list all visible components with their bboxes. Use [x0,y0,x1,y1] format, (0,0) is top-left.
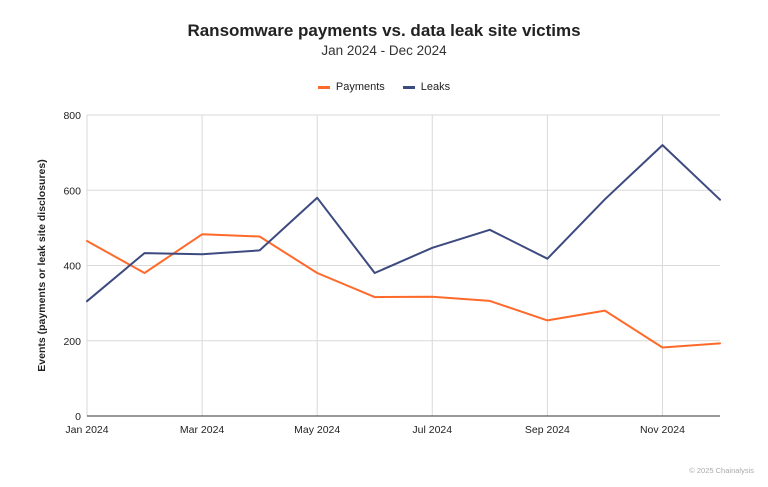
chart-title: Ransomware payments vs. data leak site v… [187,21,581,40]
y-tick-label: 800 [63,110,81,122]
series-line-payments[interactable] [86,233,721,349]
chart-legend: Payments Leaks [0,81,768,93]
y-tick-label: 400 [63,261,81,273]
x-tick-label: May 2024 [294,424,340,436]
y-tick-label: 600 [63,185,81,197]
series-line-leaks[interactable] [86,144,721,303]
grid-lines [86,114,720,416]
legend-swatch-payments [317,85,330,89]
x-tick-label: Mar 2024 [180,424,225,436]
legend-item-leaks[interactable]: Leaks [402,81,451,93]
chart-subtitle: Jan 2024 - Dec 2024 [321,43,447,58]
y-axis-label: Events (payments or leak site disclosure… [36,159,48,371]
x-tick-label: Nov 2024 [640,424,685,436]
y-tick-label: 200 [63,336,81,348]
legend-swatch-leaks [402,85,415,89]
x-tick-label: Jan 2024 [65,424,108,436]
y-axis-ticks: 0 200 400 600 800 [63,110,81,423]
legend-label-payments: Payments [335,81,385,93]
x-tick-label: Jul 2024 [412,424,452,436]
x-axis-ticks: Jan 2024 Mar 2024 May 2024 Jul 2024 Sep 2024… [65,424,685,436]
copyright-text: © 2025 Chainalysis [689,466,754,475]
series-lines [86,144,721,349]
y-tick-label: 0 [75,411,81,423]
legend-label-leaks: Leaks [420,81,451,93]
legend-item-payments[interactable]: Payments [317,81,385,93]
x-tick-label: Sep 2024 [525,424,570,436]
